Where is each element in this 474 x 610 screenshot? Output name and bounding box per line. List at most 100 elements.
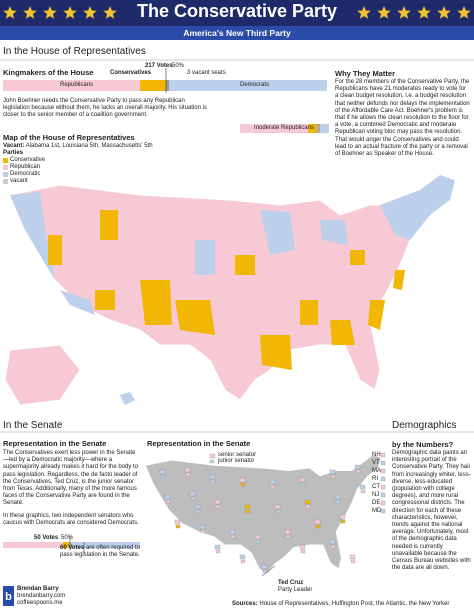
- state-label: CT: [372, 484, 380, 490]
- legend-swatch: [3, 172, 8, 177]
- why-title: Why They Matter: [335, 69, 396, 78]
- title: The Conservative Party: [137, 1, 337, 21]
- senior-seat: [174, 519, 181, 525]
- mod-moderate-segment: [317, 124, 320, 133]
- senate-map-title: Representation in the Senate: [147, 439, 251, 448]
- senior-label: senior senator: [218, 452, 257, 458]
- conservative-segment: [140, 80, 166, 91]
- legend-swatch: [209, 459, 215, 464]
- republican-segment: [3, 80, 140, 91]
- senior-seat: [239, 477, 246, 483]
- junior-seat: [230, 534, 236, 539]
- why-text: For the 28 members of the Conservative P…: [335, 79, 470, 158]
- junior-label: junior senator: [218, 458, 255, 464]
- junior-seat: [195, 509, 201, 514]
- junior-seat: [215, 549, 221, 554]
- state-label: MD: [372, 508, 382, 514]
- state-label: RI: [372, 476, 378, 482]
- junior-seat: [210, 479, 216, 484]
- senior-seat: [329, 539, 336, 545]
- senior-seat: [274, 504, 281, 510]
- state-label: MA: [372, 468, 381, 474]
- logo: [3, 586, 14, 606]
- demographics-heading: Demographics: [392, 420, 457, 431]
- senior-seat: [359, 484, 366, 490]
- senior-seat: [254, 534, 261, 540]
- conservatives-label: Conservatives: [110, 70, 152, 76]
- state-seat: [380, 476, 386, 482]
- supermajority-text: are often required to pass legislation i…: [60, 545, 140, 559]
- supermajority-label: 60 Votes: [60, 545, 85, 551]
- star: [457, 6, 471, 19]
- junior-seat: [245, 509, 251, 514]
- votes-label: 217 Votes: [145, 63, 173, 69]
- moderates-label: moderate Republicans: [254, 125, 315, 131]
- junior-seat: [160, 474, 166, 479]
- site: brendanbarry.com: [17, 593, 66, 599]
- legend-swatch: [3, 165, 8, 170]
- site: coffeespoons.me: [17, 600, 63, 606]
- senate-rep-segment: [3, 542, 63, 548]
- state-seat: [380, 452, 386, 458]
- star: [3, 6, 17, 19]
- star: [23, 6, 37, 19]
- percent-label: 50%: [172, 63, 185, 69]
- state-label: NJ: [372, 492, 380, 498]
- state-seat: [380, 484, 386, 490]
- leader-callout: [261, 565, 276, 577]
- header-band: [0, 0, 474, 26]
- star: [397, 6, 411, 19]
- state-label: DE: [372, 500, 381, 506]
- legend-swatch: [209, 453, 216, 459]
- demographics-text: Demographic data paints an interesting p…: [392, 450, 471, 572]
- senate-con-segment: [63, 542, 70, 548]
- star: [103, 6, 117, 19]
- senate-heading: In the Senate: [3, 420, 63, 431]
- vacant-segment: [166, 80, 169, 91]
- junior-seat: [330, 474, 336, 479]
- legend-entry: Republican: [10, 164, 41, 170]
- senior-seat: [194, 504, 201, 510]
- junior-seat: [300, 549, 306, 554]
- senior-seat: [159, 469, 166, 475]
- state-seat: [380, 468, 386, 474]
- senior-seat: [299, 544, 306, 550]
- junior-seat: [340, 519, 346, 524]
- legend-swatch: [3, 158, 8, 163]
- senior-seat: [164, 494, 171, 500]
- democrats-label: Democrats: [240, 82, 270, 88]
- junior-seat: [330, 544, 336, 549]
- senior-seat: [199, 524, 206, 530]
- star: [63, 6, 77, 19]
- senate-dem-segment: [70, 542, 140, 548]
- junior-seat: [200, 529, 206, 534]
- junior-seat: [175, 524, 181, 529]
- senior-seat: [314, 519, 321, 525]
- senate-text: The Conservatives exert less power in th…: [3, 450, 139, 507]
- subtitle: America's New Third Party: [183, 28, 291, 38]
- senior-seat: [339, 514, 346, 520]
- senior-seat: [334, 494, 341, 500]
- state-seat: [380, 460, 386, 466]
- legend-entry: Democratic: [10, 171, 41, 177]
- legend-entry: vacant: [10, 178, 28, 184]
- demographics-title: by the Numbers?: [392, 440, 454, 449]
- junior-seat: [240, 482, 246, 487]
- state-seat: [380, 500, 386, 506]
- votes-label: 50 Votes: [34, 535, 59, 541]
- state-label: VT: [372, 460, 380, 466]
- junior-seat: [285, 534, 291, 539]
- legend-entry: Conservative: [10, 157, 46, 163]
- junior-seat: [190, 496, 196, 501]
- junior-seat: [275, 509, 281, 514]
- senior-seat: [284, 529, 291, 535]
- senior-seat: [304, 499, 311, 505]
- junior-seat: [185, 472, 191, 477]
- senior-seat: [269, 479, 276, 485]
- sources: House of Representatives, Huffington Pos…: [259, 601, 450, 607]
- democrat-segment: [169, 80, 327, 91]
- senior-seat: [209, 474, 216, 480]
- senate-text: In these graphics, two independent senat…: [3, 513, 139, 527]
